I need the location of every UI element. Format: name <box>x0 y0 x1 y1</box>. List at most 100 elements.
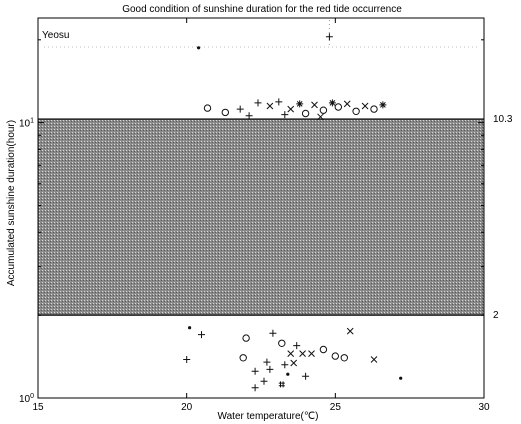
data-point-circle <box>319 106 328 114</box>
data-point-dot <box>399 376 403 380</box>
marker-shape <box>361 102 369 110</box>
data-point-plus <box>263 358 271 366</box>
data-point-plus <box>254 99 262 107</box>
marker-shape <box>340 354 348 362</box>
marker-shape <box>343 100 351 108</box>
data-point-circle <box>203 104 212 112</box>
data-point-plus <box>266 365 274 373</box>
marker-shape <box>319 106 328 114</box>
data-point-x <box>308 350 315 357</box>
marker-shape <box>251 384 259 392</box>
data-point-x <box>290 359 298 367</box>
data-point-plus <box>325 33 333 41</box>
x-tick-label: 20 <box>181 402 193 413</box>
band-low-label: 2 <box>493 310 499 321</box>
marker-shape <box>399 376 403 380</box>
data-point-circle <box>331 352 339 360</box>
marker-shape <box>370 356 378 363</box>
marker-shape <box>334 103 342 111</box>
data-point-x <box>287 350 295 357</box>
marker-shape <box>379 101 387 109</box>
x-axis-label: Water temperature(℃) <box>218 411 319 422</box>
marker-shape <box>287 105 295 113</box>
marker-shape <box>197 46 201 50</box>
data-point-plus <box>281 111 289 119</box>
marker-shape <box>254 99 262 107</box>
data-point-x <box>346 327 354 335</box>
data-point-plus <box>251 384 259 392</box>
marker-shape <box>311 101 318 109</box>
data-point-circle <box>242 334 250 342</box>
marker-shape <box>242 334 250 342</box>
marker-shape <box>263 358 271 366</box>
data-point-dot <box>197 46 201 50</box>
data-point-circle <box>301 109 310 118</box>
marker-shape <box>287 350 295 357</box>
y-tick-label: 100 <box>19 393 34 405</box>
marker-shape <box>352 107 360 116</box>
data-point-circle <box>352 107 360 116</box>
data-point-x <box>361 102 369 110</box>
marker-shape <box>281 361 289 369</box>
band-high-label: 10.3 <box>493 114 513 125</box>
data-point-x <box>299 350 306 357</box>
marker-shape <box>325 33 333 41</box>
data-point-star <box>379 101 387 109</box>
data-point-plus <box>251 367 259 375</box>
marker-shape <box>308 350 315 357</box>
marker-shape <box>245 112 253 120</box>
data-point-dot <box>286 372 290 376</box>
data-point-circle <box>239 354 247 362</box>
data-point-x <box>311 101 318 109</box>
data-point-dot <box>188 326 192 330</box>
data-point-plus <box>245 112 253 120</box>
marker-shape <box>236 105 244 113</box>
marker-shape <box>260 377 268 385</box>
station-label: Yeosu <box>42 30 69 41</box>
data-point-x <box>287 105 295 113</box>
data-point-circle <box>278 339 286 347</box>
data-point-x <box>343 100 351 108</box>
marker-shape <box>221 108 230 117</box>
y-axis-label: Accumulated sunshine duration(hour) <box>6 120 17 286</box>
marker-shape <box>278 339 286 347</box>
axes-layer: 15 20 25 30 100 101 <box>19 17 490 413</box>
marker-shape <box>266 102 274 110</box>
data-point-x <box>266 102 274 110</box>
data-point-circle <box>221 108 230 117</box>
marker-shape <box>286 372 290 376</box>
marker-shape <box>346 327 354 335</box>
marker-shape <box>239 354 247 362</box>
x-tick-label: 30 <box>478 402 490 413</box>
y-tick-label: 101 <box>19 118 34 130</box>
data-point-plus <box>260 377 268 385</box>
marker-shape <box>328 99 336 107</box>
marker-shape <box>188 326 192 330</box>
marker-shape <box>281 111 289 119</box>
threshold-band <box>38 119 484 316</box>
marker-shape <box>370 105 378 113</box>
data-point-circle <box>340 354 348 362</box>
band-layer: 10.32 <box>38 114 513 321</box>
x-tick-label: 15 <box>32 402 44 413</box>
data-point-circle <box>319 345 328 354</box>
marker-shape <box>275 98 283 106</box>
data-point-plus <box>198 331 205 339</box>
marker-shape <box>293 342 301 350</box>
marker-shape <box>203 104 212 112</box>
marker-shape <box>302 372 310 380</box>
marker-shape <box>183 356 191 363</box>
data-point-x <box>317 113 324 121</box>
marker-shape <box>290 359 298 367</box>
data-point-plus <box>293 342 301 350</box>
marker-shape <box>278 381 285 388</box>
data-point-plus <box>281 361 289 369</box>
marker-shape <box>299 350 306 357</box>
data-point-plus <box>275 98 283 106</box>
data-point-plus <box>236 105 244 113</box>
data-point-hash <box>278 381 285 388</box>
chart-title: Good condition of sunshine duration for … <box>122 4 402 15</box>
data-point-star <box>296 100 304 108</box>
marker-shape <box>331 352 339 360</box>
